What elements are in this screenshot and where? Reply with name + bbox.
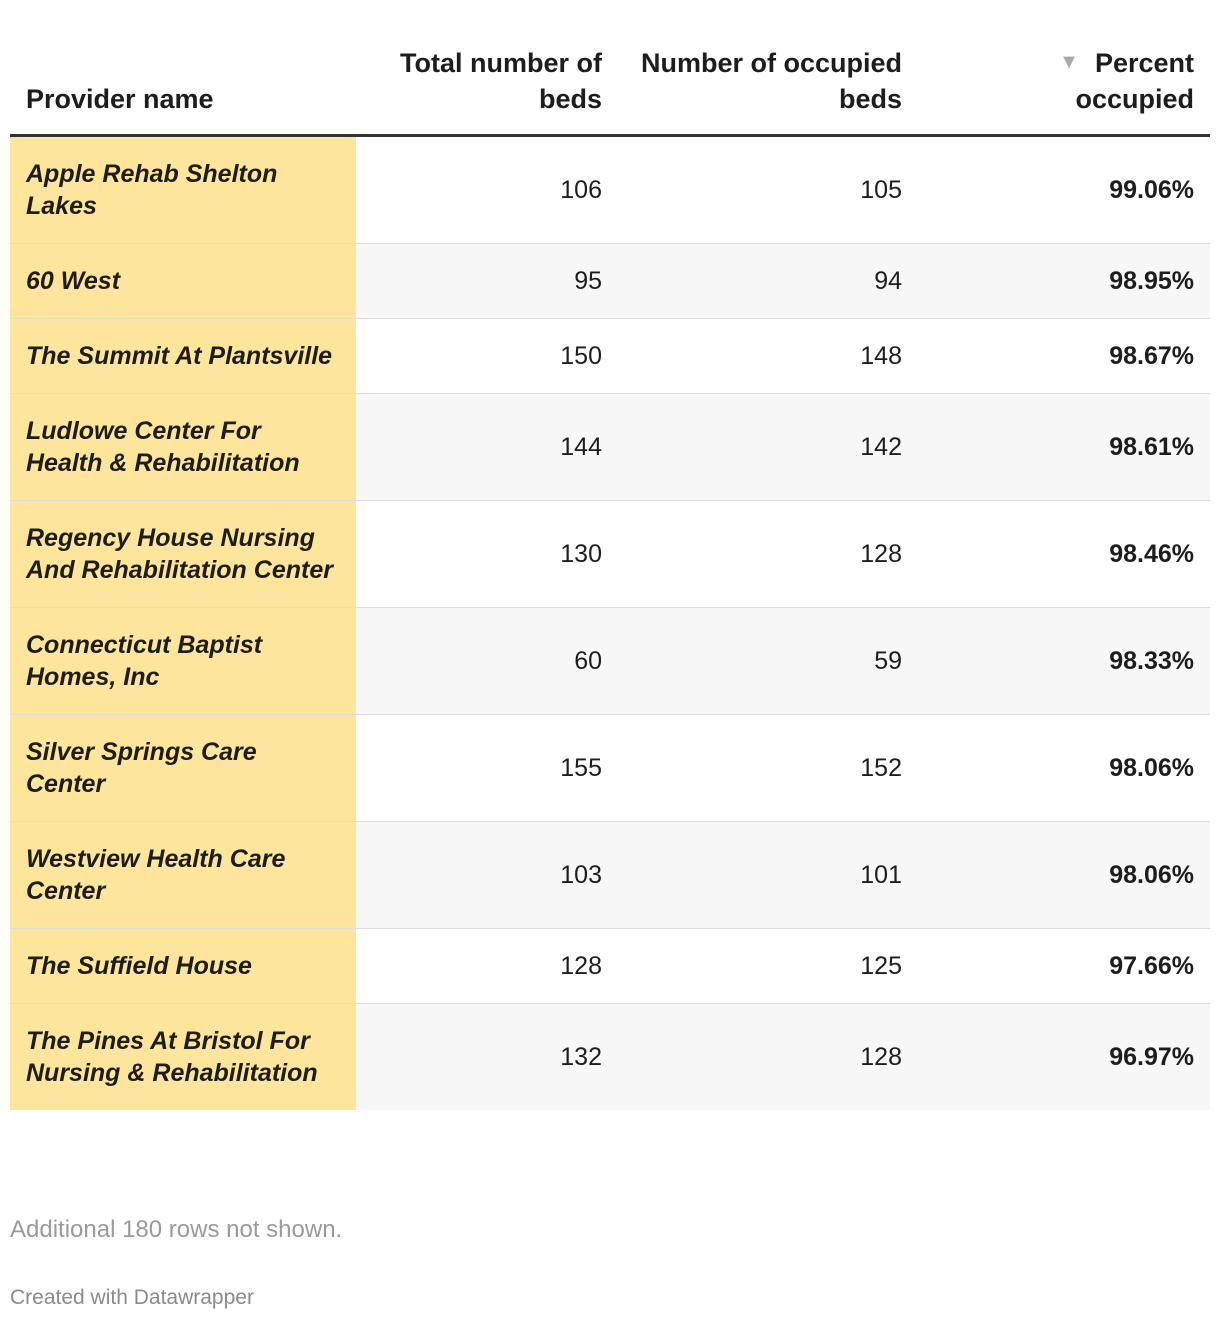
table-header: Provider name Total number of beds Numbe… (10, 40, 1210, 137)
rows-note: Additional 180 rows not shown. (10, 1216, 343, 1243)
value-cell: 101 (618, 821, 918, 929)
header-text: Percent occupied (1075, 48, 1194, 114)
value-cell: 98.95% (918, 243, 1210, 319)
value-cell: 98.67% (918, 318, 1210, 394)
value-cell: 130 (356, 500, 618, 608)
value-cell: 142 (618, 393, 918, 501)
provider-cell: Silver Springs Care Center (10, 714, 356, 822)
value-cell: 105 (618, 135, 918, 244)
provider-cell: Westview Health Care Center (10, 821, 356, 929)
value-cell: 96.97% (918, 1003, 1210, 1110)
table-row: Apple Rehab Shelton Lakes 106 105 99.06% (10, 135, 1210, 244)
header-cell[interactable]: Provider name (10, 40, 356, 137)
value-cell: 128 (356, 928, 618, 1004)
value-cell: 95 (356, 243, 618, 319)
provider-cell: Ludlowe Center For Health & Rehabilitati… (10, 393, 356, 501)
table-row: Westview Health Care Center 103 101 98.06% (10, 821, 1210, 929)
header-cell[interactable]: Number of occupied beds (618, 40, 918, 137)
table-row: The Suffield House 128 125 97.66% (10, 928, 1210, 1004)
credit: Created with Datawrapper (10, 1286, 254, 1309)
value-cell: 128 (618, 1003, 918, 1110)
value-cell: 144 (356, 393, 618, 501)
value-cell: 152 (618, 714, 918, 822)
value-cell: 128 (618, 500, 918, 608)
data-table: Provider name Total number of beds Numbe… (10, 40, 1210, 1110)
header-cell[interactable]: Total number of beds (356, 40, 618, 137)
value-cell: 97.66% (918, 928, 1210, 1004)
table-row: The Pines At Bristol For Nursing & Rehab… (10, 1003, 1210, 1110)
value-cell: 103 (356, 821, 618, 929)
provider-cell: 60 West (10, 243, 356, 319)
value-cell: 98.06% (918, 821, 1210, 929)
value-cell: 98.33% (918, 607, 1210, 715)
provider-cell: The Suffield House (10, 928, 356, 1004)
value-cell: 94 (618, 243, 918, 319)
value-cell: 125 (618, 928, 918, 1004)
value-cell: 132 (356, 1003, 618, 1110)
value-cell: 99.06% (918, 135, 1210, 244)
table-row: Regency House Nursing And Rehabilitation… (10, 500, 1210, 608)
header-row: Provider name Total number of beds Numbe… (10, 40, 1210, 137)
table-row: Ludlowe Center For Health & Rehabilitati… (10, 393, 1210, 501)
value-cell: 155 (356, 714, 618, 822)
provider-cell: The Summit At Plantsville (10, 318, 356, 394)
table-row: 60 West 95 94 98.95% (10, 243, 1210, 319)
value-cell: 98.06% (918, 714, 1210, 822)
table-row: Silver Springs Care Center 155 152 98.06% (10, 714, 1210, 822)
value-cell: 106 (356, 135, 618, 244)
sort-arrow: ▼ (1059, 51, 1079, 73)
value-cell: 98.61% (918, 393, 1210, 501)
table-body: Apple Rehab Shelton Lakes 106 105 99.06% 60 … (10, 135, 1210, 1110)
value-cell: 150 (356, 318, 618, 394)
header-cell[interactable]: ▼ Percent occupied (918, 40, 1210, 137)
table-row: The Summit At Plantsville 150 148 98.67% (10, 318, 1210, 394)
provider-cell: Regency House Nursing And Rehabilitation… (10, 500, 356, 608)
value-cell: 98.46% (918, 500, 1210, 608)
table-row: Connecticut Baptist Homes, Inc 60 59 98.33% (10, 607, 1210, 715)
provider-cell: Apple Rehab Shelton Lakes (10, 135, 356, 244)
value-cell: 59 (618, 607, 918, 715)
value-cell: 148 (618, 318, 918, 394)
provider-cell: The Pines At Bristol For Nursing & Rehab… (10, 1003, 356, 1110)
value-cell: 60 (356, 607, 618, 715)
provider-cell: Connecticut Baptist Homes, Inc (10, 607, 356, 715)
